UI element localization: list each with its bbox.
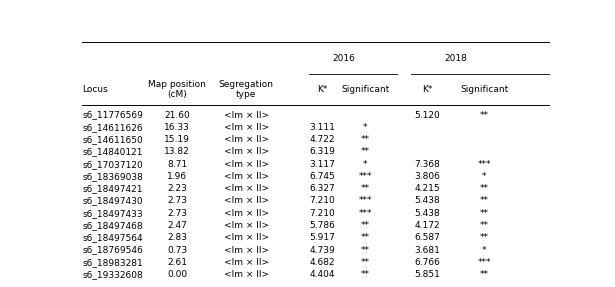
Text: 3.117: 3.117 [309, 160, 335, 169]
Text: ***: *** [359, 197, 372, 205]
Text: Significant: Significant [341, 85, 389, 94]
Text: 2018: 2018 [445, 54, 467, 63]
Text: **: ** [361, 148, 370, 156]
Text: 2.73: 2.73 [167, 209, 187, 218]
Text: 2.47: 2.47 [167, 221, 187, 230]
Text: **: ** [480, 110, 489, 120]
Text: *: * [363, 123, 368, 132]
Text: 13.82: 13.82 [164, 148, 190, 156]
Text: 2016: 2016 [332, 54, 355, 63]
Text: *: * [482, 172, 486, 181]
Text: K*: K* [422, 85, 432, 94]
Text: <lm × ll>: <lm × ll> [223, 197, 269, 205]
Text: s6_18497430: s6_18497430 [82, 197, 143, 205]
Text: 7.210: 7.210 [309, 209, 335, 218]
Text: **: ** [361, 233, 370, 242]
Text: **: ** [361, 184, 370, 193]
Text: Map position
(cM): Map position (cM) [148, 80, 206, 99]
Text: *: * [363, 160, 368, 169]
Text: 3.681: 3.681 [415, 245, 440, 255]
Text: <lm × ll>: <lm × ll> [223, 209, 269, 218]
Text: 5.438: 5.438 [415, 197, 440, 205]
Text: Locus: Locus [82, 85, 108, 94]
Text: 6.745: 6.745 [309, 172, 335, 181]
Text: ***: *** [478, 258, 491, 267]
Text: 4.215: 4.215 [415, 184, 440, 193]
Text: 6.587: 6.587 [415, 233, 440, 242]
Text: s6_14840121: s6_14840121 [82, 148, 143, 156]
Text: **: ** [361, 270, 370, 279]
Text: K*: K* [317, 85, 328, 94]
Text: 4.404: 4.404 [309, 270, 335, 279]
Text: s6_18497468: s6_18497468 [82, 221, 143, 230]
Text: **: ** [480, 184, 489, 193]
Text: 2.61: 2.61 [167, 258, 187, 267]
Text: <lm × ll>: <lm × ll> [223, 148, 269, 156]
Text: 7.210: 7.210 [309, 197, 335, 205]
Text: 21.60: 21.60 [164, 110, 190, 120]
Text: s6_19332608: s6_19332608 [82, 270, 143, 279]
Text: 4.722: 4.722 [309, 135, 335, 144]
Text: ***: *** [359, 172, 372, 181]
Text: <lm × ll>: <lm × ll> [223, 184, 269, 193]
Text: 4.172: 4.172 [415, 221, 440, 230]
Text: 7.368: 7.368 [415, 160, 440, 169]
Text: 6.319: 6.319 [309, 148, 335, 156]
Text: <lm × ll>: <lm × ll> [223, 270, 269, 279]
Text: s6_18497421: s6_18497421 [82, 184, 143, 193]
Text: 0.00: 0.00 [167, 270, 187, 279]
Text: <lm × ll>: <lm × ll> [223, 110, 269, 120]
Text: <lm × ll>: <lm × ll> [223, 123, 269, 132]
Text: **: ** [480, 233, 489, 242]
Text: **: ** [361, 258, 370, 267]
Text: 16.33: 16.33 [164, 123, 190, 132]
Text: s6_14611650: s6_14611650 [82, 135, 143, 144]
Text: 3.111: 3.111 [309, 123, 335, 132]
Text: <lm × ll>: <lm × ll> [223, 135, 269, 144]
Text: s6_18497433: s6_18497433 [82, 209, 143, 218]
Text: 1.96: 1.96 [167, 172, 187, 181]
Text: **: ** [480, 270, 489, 279]
Text: <lm × ll>: <lm × ll> [223, 172, 269, 181]
Text: s6_18497564: s6_18497564 [82, 233, 143, 242]
Text: 5.438: 5.438 [415, 209, 440, 218]
Text: **: ** [480, 209, 489, 218]
Text: 2.23: 2.23 [167, 184, 187, 193]
Text: 6.327: 6.327 [309, 184, 335, 193]
Text: 0.73: 0.73 [167, 245, 187, 255]
Text: 5.851: 5.851 [415, 270, 440, 279]
Text: <lm × ll>: <lm × ll> [223, 160, 269, 169]
Text: <lm × ll>: <lm × ll> [223, 245, 269, 255]
Text: s6_11776569: s6_11776569 [82, 110, 143, 120]
Text: 5.786: 5.786 [309, 221, 335, 230]
Text: s6_18983281: s6_18983281 [82, 258, 143, 267]
Text: 5.917: 5.917 [309, 233, 335, 242]
Text: 15.19: 15.19 [164, 135, 190, 144]
Text: <lm × ll>: <lm × ll> [223, 221, 269, 230]
Text: s6_18769546: s6_18769546 [82, 245, 143, 255]
Text: ***: *** [359, 209, 372, 218]
Text: **: ** [480, 197, 489, 205]
Text: **: ** [361, 135, 370, 144]
Text: s6_14611626: s6_14611626 [82, 123, 143, 132]
Text: <lm × ll>: <lm × ll> [223, 258, 269, 267]
Text: 4.739: 4.739 [309, 245, 335, 255]
Text: 8.71: 8.71 [167, 160, 187, 169]
Text: 2.73: 2.73 [167, 197, 187, 205]
Text: 2.83: 2.83 [167, 233, 187, 242]
Text: 6.766: 6.766 [415, 258, 440, 267]
Text: 3.806: 3.806 [415, 172, 440, 181]
Text: 5.120: 5.120 [415, 110, 440, 120]
Text: **: ** [361, 221, 370, 230]
Text: Significant: Significant [460, 85, 509, 94]
Text: 4.682: 4.682 [309, 258, 335, 267]
Text: Segregation
type: Segregation type [218, 80, 274, 99]
Text: *: * [482, 245, 486, 255]
Text: ***: *** [478, 160, 491, 169]
Text: s6_18369038: s6_18369038 [82, 172, 143, 181]
Text: **: ** [361, 245, 370, 255]
Text: **: ** [480, 221, 489, 230]
Text: s6_17037120: s6_17037120 [82, 160, 143, 169]
Text: <lm × ll>: <lm × ll> [223, 233, 269, 242]
